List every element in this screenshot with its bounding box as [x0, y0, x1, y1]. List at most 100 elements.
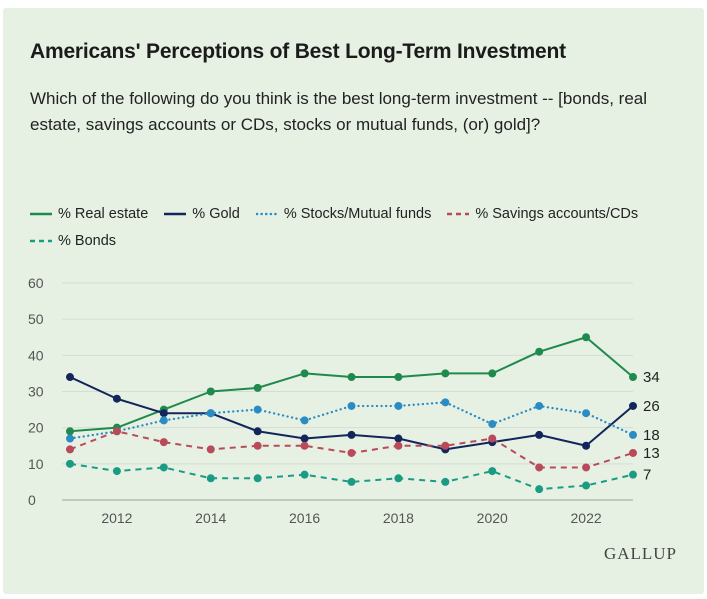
data-point-stocks	[488, 420, 497, 429]
data-point-bonds	[582, 481, 591, 490]
data-point-stocks	[535, 401, 544, 410]
data-point-gold	[112, 394, 121, 403]
data-point-gold	[535, 430, 544, 439]
end-label-savings: 13	[643, 445, 660, 462]
data-point-stocks	[206, 409, 215, 418]
data-point-stocks	[394, 401, 403, 410]
data-point-gold	[347, 430, 356, 439]
legend-swatch-savings	[447, 212, 470, 215]
legend-swatch-gold	[164, 212, 187, 215]
legend-row-2: % Bonds	[30, 227, 690, 254]
data-point-bonds	[394, 474, 403, 483]
legend-swatch-real-estate	[30, 212, 52, 215]
data-point-bonds	[206, 474, 215, 483]
chart-subtitle: Which of the following do you think is t…	[30, 89, 648, 134]
legend-label-stocks: % Stocks/Mutual funds	[283, 205, 432, 222]
data-point-savings	[441, 441, 450, 450]
data-point-savings	[66, 445, 74, 454]
data-point-savings	[488, 434, 497, 443]
data-point-stocks	[66, 434, 74, 443]
data-point-stocks	[253, 405, 262, 414]
y-tick-label: 0	[28, 492, 36, 508]
y-tick-label: 10	[28, 456, 44, 472]
data-point-bonds	[441, 477, 450, 486]
legend-swatch-bonds	[30, 239, 52, 242]
y-tick-label: 60	[28, 275, 44, 291]
end-label-gold: 26	[643, 398, 660, 415]
data-point-stocks	[159, 416, 168, 425]
data-point-savings	[535, 463, 544, 472]
x-tick-label: 2022	[571, 510, 602, 526]
data-point-stocks	[582, 409, 591, 418]
data-point-savings	[629, 448, 637, 457]
y-tick-label: 50	[28, 311, 44, 327]
data-point-bonds	[535, 485, 544, 494]
legend-label-savings: % Savings accounts/CDs	[475, 205, 639, 222]
gallup-logo: GALLUP	[603, 544, 677, 563]
y-tick-label: 40	[28, 347, 44, 363]
data-point-gold	[253, 427, 262, 436]
data-point-savings	[253, 441, 262, 450]
legend-item-savings: % Savings accounts/CDs	[447, 206, 638, 222]
legend-item-bonds: % Bonds	[30, 233, 116, 249]
data-point-bonds	[488, 467, 497, 476]
data-point-bonds	[300, 470, 309, 479]
data-point-stocks	[629, 430, 637, 439]
end-label-real-estate: 34	[643, 369, 660, 386]
data-point-real-estate	[66, 427, 74, 436]
x-tick-label: 2012	[101, 510, 132, 526]
data-point-stocks	[441, 398, 450, 407]
legend-item-real-estate: % Real estate	[30, 206, 148, 222]
data-point-savings	[582, 463, 591, 472]
legend-row-1: % Real estate % Gold % Stocks/Mutual fun…	[30, 200, 690, 227]
data-point-real-estate	[488, 369, 497, 378]
data-point-real-estate	[535, 347, 544, 356]
data-point-bonds	[159, 463, 168, 472]
data-point-real-estate	[582, 333, 591, 342]
chart-title: Americans' Perceptions of Best Long-Term…	[30, 40, 566, 63]
data-point-gold	[66, 373, 74, 382]
data-point-bonds	[347, 477, 356, 486]
legend-label-gold: % Gold	[192, 205, 240, 222]
data-point-bonds	[253, 474, 262, 483]
data-point-real-estate	[394, 373, 403, 382]
legend-label-bonds: % Bonds	[58, 232, 117, 249]
data-point-gold	[159, 409, 168, 418]
x-tick-label: 2020	[477, 510, 508, 526]
data-point-stocks	[347, 401, 356, 410]
y-tick-label: 30	[28, 384, 44, 400]
data-point-bonds	[66, 459, 74, 468]
data-point-savings	[159, 438, 168, 447]
data-point-stocks	[300, 416, 309, 425]
data-point-bonds	[112, 467, 121, 476]
legend-item-stocks: % Stocks/Mutual funds	[255, 205, 432, 222]
end-label-bonds: 7	[643, 467, 651, 484]
data-point-gold	[300, 434, 309, 443]
chart-legend: % Real estate % Gold % Stocks/Mutual fun…	[30, 200, 690, 254]
data-point-savings	[300, 441, 309, 450]
end-label-stocks: 18	[643, 427, 660, 444]
data-point-gold	[582, 441, 591, 450]
data-point-savings	[347, 448, 356, 457]
data-point-gold	[629, 401, 637, 410]
data-point-gold	[394, 434, 403, 443]
data-point-savings	[112, 427, 121, 436]
data-point-real-estate	[629, 373, 637, 382]
data-point-real-estate	[347, 373, 356, 382]
y-tick-label: 20	[28, 420, 44, 436]
data-point-real-estate	[300, 369, 309, 378]
x-tick-label: 2016	[289, 510, 320, 526]
data-point-bonds	[629, 470, 637, 479]
series-line-real-estate	[69, 336, 634, 433]
x-tick-label: 2018	[383, 510, 414, 526]
legend-label-real-estate: % Real estate	[58, 205, 149, 222]
data-point-real-estate	[441, 369, 450, 378]
data-point-real-estate	[206, 387, 215, 396]
x-tick-label: 2014	[195, 510, 226, 526]
data-point-savings	[394, 441, 403, 450]
chart-card	[3, 8, 704, 594]
legend-swatch-stocks	[255, 212, 278, 215]
data-point-real-estate	[253, 383, 262, 392]
legend-item-gold: % Gold	[164, 206, 240, 222]
